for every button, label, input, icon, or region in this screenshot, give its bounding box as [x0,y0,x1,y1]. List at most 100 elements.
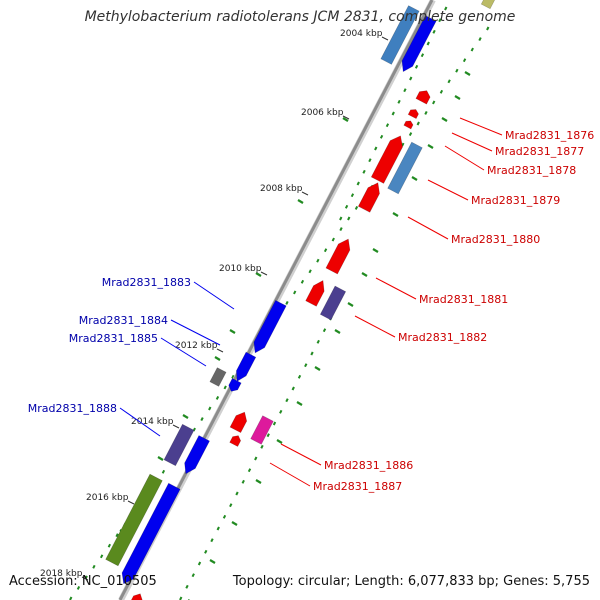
gc-dot [191,573,195,578]
gc-dot [260,444,264,449]
gc-dot [200,417,204,422]
reverse-gene-arrow [407,109,419,120]
leader-line [459,117,503,136]
reverse-gene-arrow [131,593,143,600]
gc-dash [255,479,262,484]
gc-dot [374,146,378,151]
gc-dash [157,456,164,461]
gc-dot [291,386,295,391]
gc-dot [293,290,297,295]
leader-line [160,337,207,367]
tick-label: 2018 kbp [40,569,83,579]
gc-dot [486,26,490,31]
gc-dot [339,216,343,221]
gc-dot [420,53,425,58]
gc-dot [304,363,308,368]
topology-text: Topology: circular; Length: 6,077,833 bp… [232,574,590,589]
forward-gene-arrow [236,351,257,382]
gc-dot [344,204,349,209]
gc-dot [439,89,444,94]
gc-dash [392,212,399,217]
tick-mark [81,576,89,581]
gene-label: Mrad2831_1878 [487,164,576,177]
leader-line [451,132,493,152]
gc-dot [266,433,270,438]
gc-dot [323,248,328,253]
tick-label: 2004 kbp [340,29,383,39]
gene-block [105,473,163,567]
gc-dash [334,329,341,334]
gc-dot [462,58,467,63]
reverse-gene-arrow [357,182,380,213]
gene-label: Mrad2831_1882 [398,331,487,344]
tick-marks: 2004 kbp 2006 kbp 2008 kbp 2010 kbp 2012 kbp… [40,29,389,581]
gene-block [250,415,274,445]
gc-dot [362,169,366,174]
gc-dot [385,123,390,128]
gc-dot [308,269,312,274]
gc-dot [432,100,436,105]
gc-dot [247,468,252,473]
gc-dot [339,227,343,232]
leader-line [193,281,235,310]
leader-line [354,315,396,338]
accession-text: Accession: NC_010505 [9,574,157,589]
tick-label: 2012 kbp [175,341,218,351]
leader-line [280,443,322,466]
map-title: Methylobacterium radiotolerans JCM 2831,… [84,9,516,25]
gc-dot [92,564,96,569]
gc-dot [115,533,119,538]
gc-dot [204,549,208,554]
gc-dot [354,205,359,210]
gc-dot [397,99,401,104]
gc-dash [454,95,461,100]
gc-dot [107,543,112,548]
reverse-gene-arrow [403,120,414,130]
gc-dot [347,216,351,221]
forward-gene-arrow [401,15,437,73]
gene-block [319,285,347,321]
tick-label: 2016 kbp [86,493,129,503]
gene-label: Mrad2831_1887 [313,480,402,493]
gene-label: Mrad2831_1880 [451,233,540,246]
gc-dot [241,479,245,484]
gc-dot [272,421,277,426]
tick-mark [127,500,135,505]
gene-label: Mrad2831_1881 [419,293,508,306]
tick-mark [216,348,224,353]
gene-block [387,141,423,195]
gc-dash [372,248,379,253]
reverse-gene-arrow [325,238,351,275]
gc-dash [441,117,448,122]
gene-block [209,367,227,387]
gc-dot [235,491,239,496]
gene-label: Mrad2831_1885 [69,332,158,345]
gc-dot [297,374,302,379]
reverse-gene-arrow [370,135,403,184]
gc-dot [426,41,430,46]
gc-dot [331,237,335,242]
gc-dot [424,110,428,115]
forward-gene-arrow [121,482,181,585]
gc-dash [214,356,221,361]
reverse-gene-arrow [229,435,242,447]
gene-label: Mrad2831_1884 [79,314,168,327]
gc-dash [361,272,368,277]
gene-block [163,423,195,467]
tick-label: 2010 kbp [219,264,262,274]
reverse-gene-arrow [229,411,248,434]
gc-dot [409,76,413,81]
gc-dot [416,121,420,126]
gc-dot [223,385,227,390]
gc-dash [342,117,349,122]
gc-dot [216,526,220,531]
tick-mark [342,115,350,120]
gene-label: Mrad2831_1886 [324,459,413,472]
gc-dot [208,406,212,411]
gc-dot [350,193,355,198]
gc-dot [391,111,395,116]
gene-block [380,5,420,65]
gc-dot [444,6,448,11]
tick-mark [260,271,268,276]
